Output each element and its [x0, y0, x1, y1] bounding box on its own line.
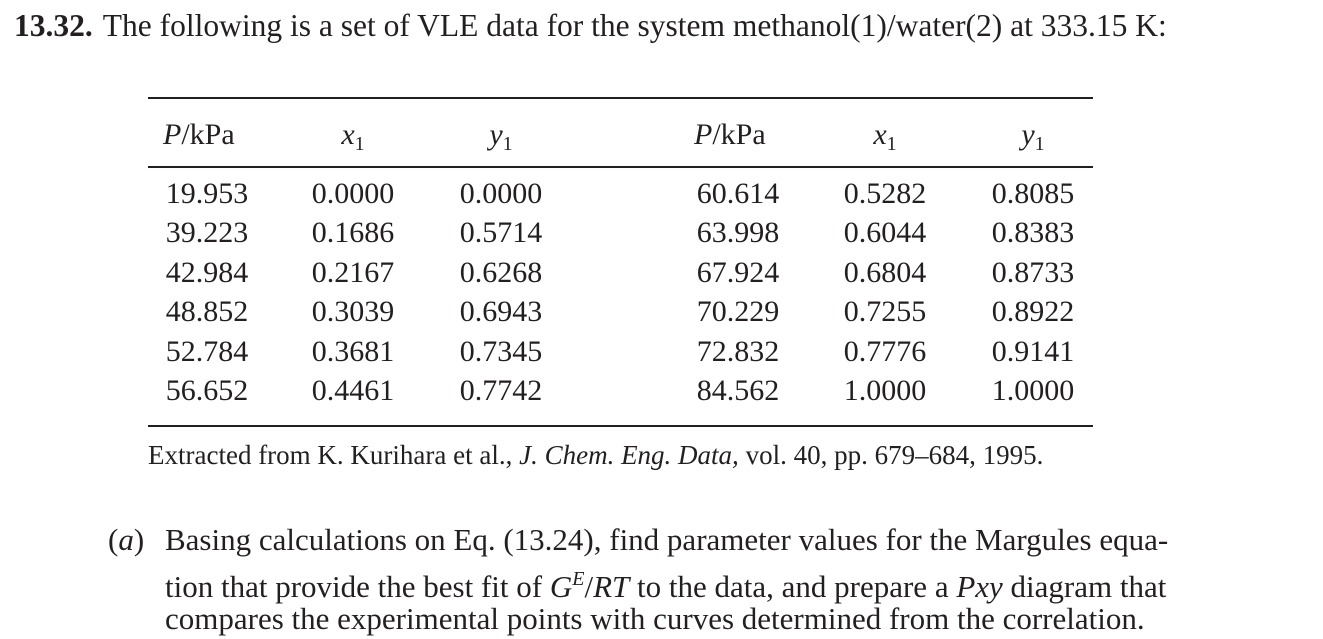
table-cell-right-pressure: 67.924: [696, 255, 780, 289]
header-pressure-right: P/kPa: [694, 118, 766, 151]
part-a-label: (a): [108, 522, 145, 557]
table-cell-left-x1: 0.2167: [311, 255, 395, 289]
table-cell-right-y1: 0.8733: [991, 255, 1075, 289]
header-y1-right: y1: [1021, 118, 1045, 155]
table-cell-right-x1: 0.5282: [843, 177, 927, 210]
table-cell-left-y1: 0.7742: [459, 374, 543, 407]
table-cell-right-pressure: 84.562: [696, 374, 780, 407]
table-cell-left-x1: 0.3681: [311, 334, 395, 368]
table-cell-left-pressure: 19.953: [165, 177, 249, 210]
table-cell-left-y1: 0.6943: [459, 295, 543, 329]
header-pressure-left: P/kPa: [163, 118, 235, 151]
problem-number: 13.32.: [14, 8, 93, 43]
part-a-line-2: tion that provide the best fit of GE/RT …: [165, 567, 1167, 604]
table-cell-left-y1: 0.5714: [459, 216, 543, 250]
table-cell-right-pressure: 70.229: [696, 295, 780, 329]
table-cell-right-x1: 0.6804: [843, 255, 927, 289]
table-source-note: Extracted from K. Kurihara et al., J. Ch…: [148, 440, 1044, 470]
table-cell-right-pressure: 63.998: [696, 216, 780, 250]
table-header-rule: [148, 166, 1093, 168]
part-a-line-1: Basing calculations on Eq. (13.24), find…: [165, 522, 1169, 557]
table-cell-left-y1: 0.7345: [459, 334, 543, 368]
table-cell-left-y1: 0.6268: [459, 255, 543, 289]
problem-header: 13.32. The following is a set of VLE data…: [14, 8, 1167, 44]
table-cell-right-y1: 0.9141: [991, 334, 1075, 368]
table-cell-right-y1: 0.8383: [991, 216, 1075, 250]
part-a-line-3: compares the experimental points with cu…: [165, 601, 1145, 636]
header-y1-left: y1: [489, 118, 513, 155]
table-cell-left-y1: 0.0000: [459, 177, 543, 210]
table-cell-right-x1: 0.6044: [843, 216, 927, 250]
table-bottom-rule: [148, 425, 1093, 427]
journal-name: J. Chem. Eng. Data,: [519, 440, 739, 470]
table-cell-left-x1: 0.0000: [311, 177, 395, 210]
table-cell-right-y1: 0.8085: [991, 177, 1075, 210]
problem-statement: The following is a set of VLE data for t…: [102, 8, 1167, 43]
table-cell-left-pressure: 39.223: [165, 216, 249, 250]
table-top-rule: [148, 97, 1093, 99]
table-cell-left-x1: 0.3039: [311, 295, 395, 329]
table-cell-left-x1: 0.1686: [311, 216, 395, 250]
table-cell-right-y1: 0.8922: [991, 295, 1075, 329]
header-x1-right: x1: [873, 118, 897, 155]
table-cell-right-x1: 1.0000: [843, 374, 927, 407]
table-cell-left-pressure: 56.652: [165, 374, 249, 407]
table-cell-right-x1: 0.7255: [843, 295, 927, 329]
table-cell-left-pressure: 52.784: [165, 334, 249, 368]
table-cell-right-pressure: 72.832: [696, 334, 780, 368]
table-cell-left-pressure: 48.852: [165, 295, 249, 329]
header-x1-left: x1: [341, 118, 365, 155]
table-cell-left-x1: 0.4461: [311, 374, 395, 407]
table-cell-right-x1: 0.7776: [843, 334, 927, 368]
table-cell-left-pressure: 42.984: [165, 255, 249, 289]
table-cell-right-pressure: 60.614: [696, 177, 780, 210]
table-cell-right-y1: 1.0000: [991, 374, 1075, 407]
